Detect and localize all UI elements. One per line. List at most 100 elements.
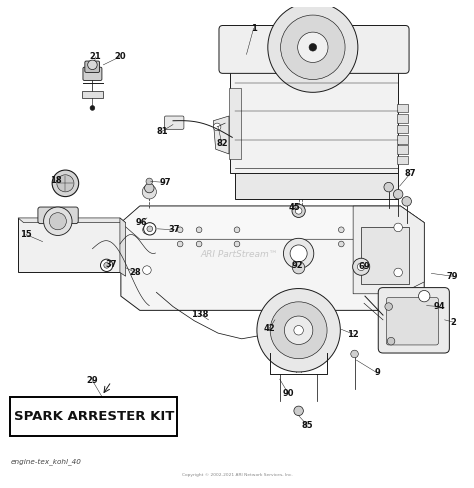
Text: 29: 29 (87, 376, 98, 385)
Circle shape (283, 238, 314, 269)
Circle shape (196, 241, 202, 247)
FancyBboxPatch shape (164, 116, 184, 129)
FancyBboxPatch shape (38, 207, 78, 224)
Circle shape (147, 226, 153, 232)
Text: SPARK ARRESTER KIT: SPARK ARRESTER KIT (14, 410, 174, 423)
Text: 85: 85 (301, 421, 313, 429)
Circle shape (393, 189, 403, 199)
Circle shape (52, 170, 79, 197)
Text: 45: 45 (289, 203, 301, 211)
Circle shape (385, 303, 392, 310)
Text: 1: 1 (251, 24, 256, 33)
Circle shape (177, 227, 183, 233)
Circle shape (142, 185, 156, 199)
Circle shape (90, 105, 95, 110)
Circle shape (146, 178, 153, 185)
Circle shape (104, 263, 109, 268)
Circle shape (88, 60, 97, 70)
Text: 138: 138 (191, 310, 209, 319)
Circle shape (351, 350, 358, 358)
Circle shape (394, 268, 402, 277)
Text: 28: 28 (129, 268, 141, 277)
Circle shape (298, 32, 328, 62)
Text: 2: 2 (451, 318, 456, 326)
Circle shape (292, 204, 305, 218)
FancyBboxPatch shape (18, 218, 120, 272)
Circle shape (295, 207, 302, 214)
Text: 81: 81 (156, 127, 168, 136)
Text: 94: 94 (434, 302, 446, 311)
Text: 92: 92 (292, 261, 303, 270)
FancyBboxPatch shape (219, 25, 409, 73)
Circle shape (309, 43, 317, 51)
Circle shape (143, 225, 151, 234)
Circle shape (268, 2, 358, 92)
Text: 18: 18 (50, 176, 62, 184)
Text: 37: 37 (169, 225, 180, 234)
Text: 15: 15 (20, 230, 32, 239)
Polygon shape (120, 218, 126, 276)
Circle shape (387, 337, 395, 345)
FancyBboxPatch shape (386, 298, 438, 345)
Circle shape (338, 241, 344, 247)
Circle shape (213, 123, 221, 131)
Circle shape (290, 245, 307, 262)
Circle shape (357, 263, 365, 270)
Circle shape (234, 241, 240, 247)
Bar (229, 87, 241, 159)
Text: 21: 21 (90, 52, 101, 61)
Circle shape (281, 15, 345, 80)
Text: 69: 69 (358, 262, 370, 271)
Bar (397, 114, 408, 122)
Circle shape (384, 183, 393, 192)
Text: 96: 96 (136, 218, 147, 227)
Bar (397, 103, 408, 112)
FancyBboxPatch shape (85, 61, 100, 72)
Circle shape (353, 258, 370, 275)
Text: 37: 37 (106, 261, 117, 269)
Circle shape (57, 175, 74, 192)
Circle shape (177, 241, 183, 247)
Text: 9: 9 (374, 368, 380, 377)
FancyBboxPatch shape (378, 287, 449, 353)
Text: 82: 82 (216, 139, 228, 148)
Circle shape (338, 227, 344, 233)
Circle shape (270, 302, 327, 359)
Text: 20: 20 (114, 52, 126, 61)
Text: 42: 42 (264, 324, 275, 333)
Bar (397, 156, 408, 164)
Circle shape (49, 213, 66, 230)
FancyBboxPatch shape (82, 91, 103, 98)
Polygon shape (213, 116, 229, 154)
Circle shape (234, 227, 240, 233)
Circle shape (44, 207, 72, 236)
Circle shape (143, 266, 151, 274)
Circle shape (284, 316, 313, 345)
Circle shape (294, 406, 303, 416)
Polygon shape (18, 218, 126, 223)
Bar (361, 227, 409, 285)
Bar (397, 124, 408, 133)
Bar (397, 135, 408, 143)
Circle shape (145, 183, 154, 193)
Polygon shape (353, 206, 424, 294)
Text: Copyright © 2002-2021 ARI Network Services, Inc.: Copyright © 2002-2021 ARI Network Servic… (182, 473, 292, 477)
FancyBboxPatch shape (235, 168, 398, 199)
Circle shape (402, 197, 411, 206)
Text: engine-tex_kohl_40: engine-tex_kohl_40 (10, 458, 82, 465)
Text: 87: 87 (404, 169, 416, 178)
Circle shape (144, 223, 156, 235)
Circle shape (292, 262, 305, 274)
Circle shape (257, 288, 340, 372)
Text: ARI PartStream™: ARI PartStream™ (201, 250, 278, 259)
Bar (397, 145, 408, 154)
Text: 12: 12 (347, 329, 359, 339)
Circle shape (100, 259, 113, 271)
Circle shape (196, 227, 202, 233)
Text: 97: 97 (159, 178, 171, 187)
Circle shape (294, 325, 303, 335)
FancyBboxPatch shape (230, 64, 398, 173)
Polygon shape (121, 206, 424, 310)
Text: 90: 90 (283, 389, 294, 398)
Text: 79: 79 (447, 272, 458, 281)
